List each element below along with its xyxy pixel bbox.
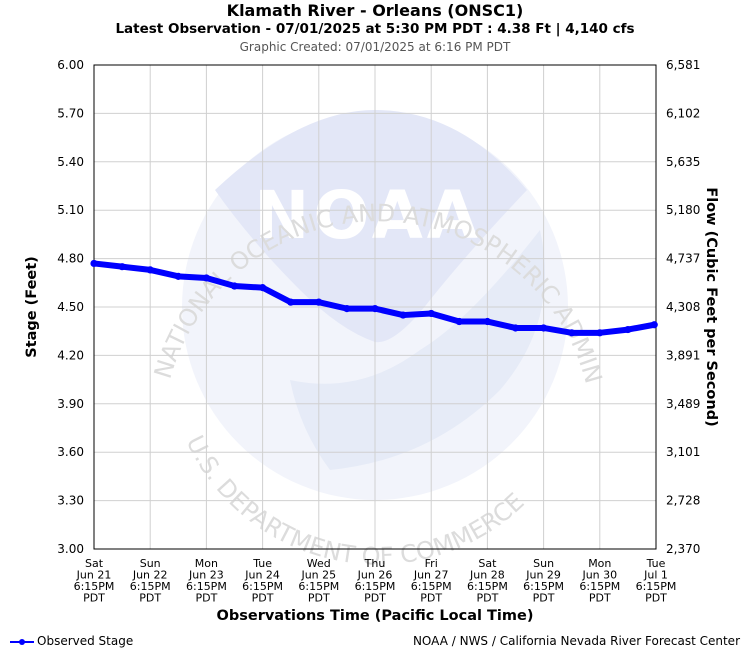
data-point	[650, 321, 658, 329]
credit-text: NOAA / NWS / California Nevada River For…	[412, 634, 740, 648]
y-tick-label: 4.80	[57, 252, 84, 266]
y-tick-label: 5.40	[57, 155, 84, 169]
y2-axis-title: Flow (Cubic Feet per Second)	[703, 187, 719, 426]
y2-tick-label: 5,180	[666, 203, 700, 217]
y-axis-title: Stage (Feet)	[24, 256, 40, 358]
data-point	[427, 309, 435, 318]
y-tick-label: 4.50	[57, 300, 84, 314]
data-point	[540, 324, 548, 332]
data-point	[343, 305, 351, 313]
x-tick-label: Wed Jun 25 6:15PM PDT	[298, 557, 339, 605]
y2-tick-label: 3,101	[666, 445, 700, 459]
data-point	[287, 298, 295, 306]
x-tick-label: Sun Jun 22 6:15PM PDT	[130, 557, 171, 605]
y2-tick-label: 4,308	[666, 300, 700, 314]
x-tick-label: Tue Jun 24 6:15PM PDT	[242, 557, 283, 605]
data-point	[259, 284, 267, 292]
x-tick-label: Sun Jun 29 6:15PM PDT	[523, 557, 564, 605]
data-point	[118, 263, 126, 271]
x-axis-title: Observations Time (Pacific Local Time)	[217, 608, 534, 624]
data-point	[90, 259, 98, 268]
x-tick-label: Tue Jul 1 6:15PM PDT	[636, 557, 677, 605]
x-tick-label: Fri Jun 27 6:15PM PDT	[411, 557, 452, 605]
y-tick-label: 4.20	[57, 348, 84, 362]
y-tick-label: 5.10	[57, 203, 84, 217]
y-tick-label: 3.30	[57, 494, 84, 508]
data-point	[596, 329, 604, 337]
x-tick-label: Mon Jun 23 6:15PM PDT	[186, 557, 227, 605]
watermark-wave	[290, 230, 545, 470]
chart-title: Klamath River - Orleans (ONSC1)	[226, 1, 524, 20]
series-layer	[90, 259, 658, 337]
data-point	[511, 324, 520, 332]
data-point	[174, 272, 182, 280]
watermark-logo-text: NOAA	[254, 177, 482, 254]
latest-observation: Latest Observation - 07/01/2025 at 5:30 …	[115, 21, 635, 37]
data-point	[146, 266, 154, 274]
data-point	[315, 298, 323, 306]
x-tick-label: Sat Jun 21 6:15PM PDT	[74, 557, 115, 605]
data-point	[371, 305, 379, 313]
legend-swatch	[10, 638, 34, 645]
legend: Observed Stage	[10, 634, 133, 648]
y2-tick-label: 3,489	[666, 397, 700, 411]
y2-tick-label: 6,102	[666, 106, 700, 120]
y-tick-label: 3.00	[57, 542, 84, 556]
y-axis-ticks: 6.00 5.70 5.40 5.10 4.80 4.50 4.20 3.90 3.60 3.30…	[57, 58, 84, 556]
y2-tick-label: 2,370	[666, 542, 700, 556]
y2-tick-label: 6,581	[666, 58, 700, 72]
data-point	[399, 311, 407, 319]
data-point	[230, 282, 239, 290]
x-axis-ticks: Sat Jun 21 6:15PM PDT Sun Jun 22 6:15PM PDT Mon J…	[74, 557, 677, 605]
y-tick-label: 5.70	[57, 106, 84, 120]
y-tick-label: 3.90	[57, 397, 84, 411]
graphic-created: Graphic Created: 07/01/2025 at 6:16 PM P…	[239, 40, 511, 54]
y-tick-label: 3.60	[57, 445, 84, 459]
y2-tick-label: 4,737	[666, 252, 700, 266]
y2-tick-label: 2,728	[666, 494, 700, 508]
x-tick-label: Thu Jun 26 6:15PM PDT	[355, 557, 396, 605]
data-point	[483, 317, 491, 326]
y2-tick-label: 3,891	[666, 348, 700, 362]
plot-frame	[93, 64, 657, 550]
x-tick-label: Mon Jun 30 6:15PM PDT	[579, 557, 620, 605]
data-point	[624, 325, 632, 334]
data-point	[202, 274, 210, 282]
watermark-bird	[215, 110, 527, 343]
legend-label: Observed Stage	[37, 634, 134, 648]
y-tick-label: 6.00	[57, 58, 84, 72]
y2-tick-label: 5,635	[666, 155, 700, 169]
data-point	[568, 329, 576, 337]
x-tick-label: Sat Jun 28 6:15PM PDT	[467, 557, 508, 605]
y2-axis-ticks: 6,581 6,102 5,635 5,180 4,737 4,308 3,891 3,489…	[666, 58, 700, 556]
data-point	[455, 317, 463, 326]
